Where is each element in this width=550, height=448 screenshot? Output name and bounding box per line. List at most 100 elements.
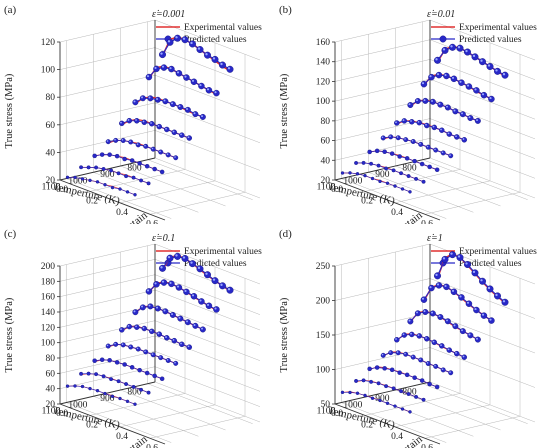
predicted-point — [168, 280, 175, 288]
predicted-point — [153, 65, 160, 73]
predicted-point — [393, 184, 397, 188]
predicted-point — [448, 251, 456, 259]
series-823K — [145, 64, 220, 97]
predicted-point — [144, 370, 150, 376]
point-highlight — [150, 122, 152, 124]
predicted-point — [79, 371, 84, 376]
series-1023K — [367, 365, 440, 390]
predicted-point — [471, 53, 479, 61]
z-tick-label: 0.2 — [361, 196, 373, 206]
series-773K — [433, 43, 509, 79]
predicted-point — [374, 148, 380, 154]
y-axis-title: True stress (MPa) — [4, 297, 15, 372]
z-tick-label: 0.2 — [86, 420, 98, 430]
panel-label: (c) — [4, 228, 17, 240]
predicted-point — [190, 293, 198, 300]
y-tick-label: 50 — [321, 400, 331, 410]
point-highlight — [114, 342, 116, 345]
predicted-point — [486, 63, 494, 71]
predicted-point — [118, 187, 122, 191]
series-923K — [394, 118, 468, 143]
point-highlight — [151, 353, 154, 355]
legend-predicted: Predicted values — [459, 35, 522, 45]
predicted-point — [474, 336, 481, 343]
series-873K — [407, 309, 481, 343]
point-highlight — [146, 75, 150, 78]
point-highlight — [468, 116, 471, 119]
predicted-point — [226, 286, 234, 294]
predicted-point — [409, 119, 415, 125]
point-highlight — [135, 325, 137, 328]
point-highlight — [172, 339, 175, 341]
point-highlight — [381, 353, 384, 356]
predicted-point — [128, 139, 134, 145]
panel-d: 50100150200250800900100011000.00.20.40.6… — [275, 224, 550, 448]
point-highlight — [161, 280, 165, 283]
predicted-point — [394, 120, 400, 126]
point-highlight — [395, 338, 397, 340]
x-tick-label: 1100 — [42, 407, 61, 417]
point-highlight — [121, 343, 124, 345]
predicted-curve — [437, 46, 506, 76]
point-highlight — [466, 84, 470, 87]
point-highlight — [133, 310, 136, 313]
predicted-point — [450, 75, 458, 83]
predicted-point — [132, 99, 139, 106]
point-highlight — [461, 112, 463, 115]
series-973K — [105, 341, 179, 366]
y-tick-label: 120 — [316, 77, 331, 87]
predicted-point — [113, 341, 119, 347]
predicted-point — [149, 328, 155, 335]
predicted-point — [488, 95, 495, 103]
predicted-curve — [383, 352, 451, 374]
point-highlight — [446, 319, 448, 322]
point-highlight — [127, 119, 130, 121]
series-1073K — [354, 160, 426, 184]
predicted-point — [179, 132, 185, 138]
predicted-point — [175, 70, 183, 77]
point-highlight — [157, 332, 160, 335]
predicted-point — [434, 384, 440, 390]
point-highlight — [166, 359, 169, 361]
predicted-point — [122, 156, 127, 162]
y-tick-label: 60 — [46, 369, 56, 379]
predicted-curve — [396, 120, 465, 141]
predicted-point — [113, 137, 119, 143]
x-tick-label: 1000 — [68, 176, 87, 186]
point-highlight — [159, 356, 161, 358]
predicted-point — [110, 394, 115, 399]
predicted-point — [131, 384, 136, 389]
point-highlight — [175, 254, 178, 257]
predicted-point — [388, 350, 394, 356]
x-tick-label: 900 — [100, 170, 115, 180]
predicted-point — [181, 254, 189, 262]
legend-predicted: Predicted values — [184, 35, 247, 45]
point-highlight — [402, 119, 405, 122]
predicted-point — [433, 56, 441, 64]
predicted-point — [126, 323, 133, 330]
predicted-point — [450, 288, 458, 296]
predicted-point — [196, 265, 204, 273]
predicted-point — [361, 160, 366, 165]
point-highlight — [426, 145, 429, 148]
predicted-point — [205, 302, 213, 310]
predicted-point — [443, 72, 450, 80]
point-highlight — [395, 121, 397, 124]
point-highlight — [381, 136, 384, 139]
predicted-point — [218, 61, 226, 69]
point-highlight — [450, 252, 453, 255]
legend-predicted: Predicted values — [459, 259, 522, 269]
point-highlight — [432, 125, 435, 128]
predicted-point — [399, 171, 404, 176]
predicted-point — [416, 119, 423, 126]
series-1073K — [354, 378, 426, 402]
predicted-curve — [108, 139, 176, 159]
x-tick-label: 800 — [127, 164, 142, 174]
predicted-curve — [356, 380, 424, 401]
y-tick-label: 100 — [41, 66, 56, 76]
point-highlight — [163, 309, 166, 312]
point-highlight — [396, 351, 399, 353]
predicted-point — [146, 390, 151, 395]
predicted-point — [421, 179, 426, 184]
predicted-point — [473, 306, 480, 314]
